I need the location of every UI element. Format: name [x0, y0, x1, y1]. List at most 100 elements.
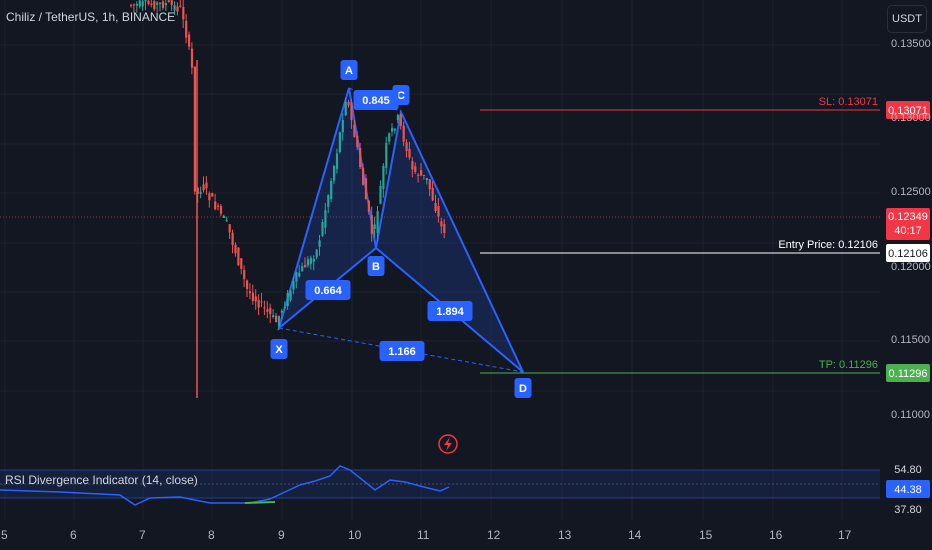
time-tick: 7	[139, 528, 146, 542]
candle-body	[185, 20, 188, 38]
ratio-abc-label[interactable]	[353, 90, 399, 110]
candle-body	[391, 127, 394, 132]
rsi-lower-badge	[886, 500, 930, 518]
point-a-marker[interactable]	[340, 60, 358, 80]
candle-body	[217, 205, 220, 207]
candle-body	[214, 201, 217, 210]
candle-body	[275, 315, 278, 323]
rsi-current-badge-text: 44.38	[894, 484, 922, 496]
time-tick: 8	[208, 528, 215, 542]
candle-body	[335, 153, 339, 169]
price-tick: 0.12500	[891, 186, 931, 198]
candle-body	[144, 0, 147, 2]
rsi-current-badge	[886, 480, 930, 498]
candle-body	[405, 142, 408, 151]
candle-body	[318, 240, 321, 247]
time-tick: 16	[769, 528, 783, 542]
point-b-marker[interactable]	[367, 256, 385, 276]
candle-body	[156, 2, 159, 5]
price-tick: 0.11500	[891, 334, 930, 346]
candle-body	[402, 125, 405, 142]
candle-body	[225, 220, 228, 222]
rsi-band	[0, 469, 880, 499]
stop-loss-badge-text: 0.13071	[888, 105, 928, 117]
candle-body	[283, 306, 286, 308]
candle-body	[132, 4, 136, 6]
rsi-line: 54.80 44.38 37.80	[0, 460, 930, 518]
point-x-marker-text: X	[275, 344, 283, 356]
candle-body	[248, 291, 252, 294]
entry-price-badge	[886, 244, 930, 262]
candle-body	[347, 101, 350, 106]
candle-body	[199, 191, 202, 194]
time-tick: 14	[628, 528, 642, 542]
currency-button[interactable]: USDT	[887, 5, 927, 33]
candle-body	[266, 309, 269, 312]
stop-loss-label: SL: 0.13071	[819, 96, 878, 108]
candle-body	[359, 147, 362, 168]
candle-body	[327, 195, 330, 207]
candle-body	[298, 272, 301, 277]
candle-body	[330, 181, 333, 200]
time-tick: 5	[1, 528, 8, 542]
rsi-indicator-title[interactable]: RSI Divergence Indicator (14, close)	[5, 473, 198, 487]
lightning-icon-ring	[438, 434, 458, 454]
candle-body	[420, 170, 423, 176]
candle-body	[135, 3, 138, 6]
candle-body	[434, 202, 437, 211]
time-tick: 10	[348, 528, 362, 542]
candle-body	[289, 290, 292, 301]
current-price-text: 0.12349	[888, 211, 928, 223]
price-levels: SL: 0.13071 0.13071 Entry Price: 0.12106 0.…	[480, 96, 930, 382]
price-tick: 0.13500	[891, 38, 931, 50]
candle-body	[321, 222, 324, 236]
rsi-divergence-mark	[244, 501, 276, 504]
point-x-marker[interactable]	[270, 339, 288, 359]
time-tick: 17	[838, 528, 852, 542]
time-tick: 9	[278, 528, 285, 542]
ratio-xab-label[interactable]	[305, 280, 351, 300]
symbol-title[interactable]: Chiliz / TetherUS, 1h, BINANCE	[6, 10, 176, 24]
entry-price-badge-text: 0.12106	[888, 248, 928, 260]
ratio-xad-label-text: 1.166	[388, 346, 416, 358]
candle-body	[428, 179, 431, 190]
candle-body	[179, 5, 182, 7]
candle-body	[130, 4, 133, 6]
candle-body	[344, 101, 347, 116]
ratio-xad-label[interactable]	[379, 341, 425, 361]
candle-body	[312, 258, 315, 262]
candle-body	[309, 257, 312, 264]
candle-body	[219, 206, 223, 214]
current-price-badge	[886, 208, 930, 240]
candle-body	[382, 165, 385, 190]
candle-body	[147, 0, 150, 4]
point-d-marker[interactable]	[514, 378, 532, 398]
candle-body	[304, 265, 307, 268]
candle-body	[188, 34, 191, 47]
candle-body	[240, 258, 243, 269]
candle-body	[417, 174, 420, 176]
candle-body	[167, 0, 170, 2]
candle-body	[257, 299, 260, 308]
xd-line	[278, 327, 524, 373]
rsi-upper-badge	[886, 460, 930, 478]
candle-body	[295, 272, 298, 282]
candle-body	[350, 102, 353, 121]
candle-body	[422, 174, 426, 176]
ratio-abc-label-text: 0.845	[362, 95, 390, 107]
candle-body	[211, 193, 214, 197]
candle-body	[379, 185, 382, 204]
take-profit-badge	[886, 364, 930, 382]
candle-body	[231, 232, 234, 245]
candle-body	[376, 211, 379, 233]
candle-body	[333, 166, 336, 181]
candle-body	[159, 2, 162, 4]
ratio-bcd-label-text: 1.894	[436, 306, 464, 318]
candle-body	[341, 120, 344, 133]
time-tick: 11	[417, 528, 430, 542]
lightning-icon[interactable]	[438, 434, 458, 454]
ratio-bcd-label[interactable]	[427, 301, 473, 321]
candle-body	[176, 6, 179, 12]
